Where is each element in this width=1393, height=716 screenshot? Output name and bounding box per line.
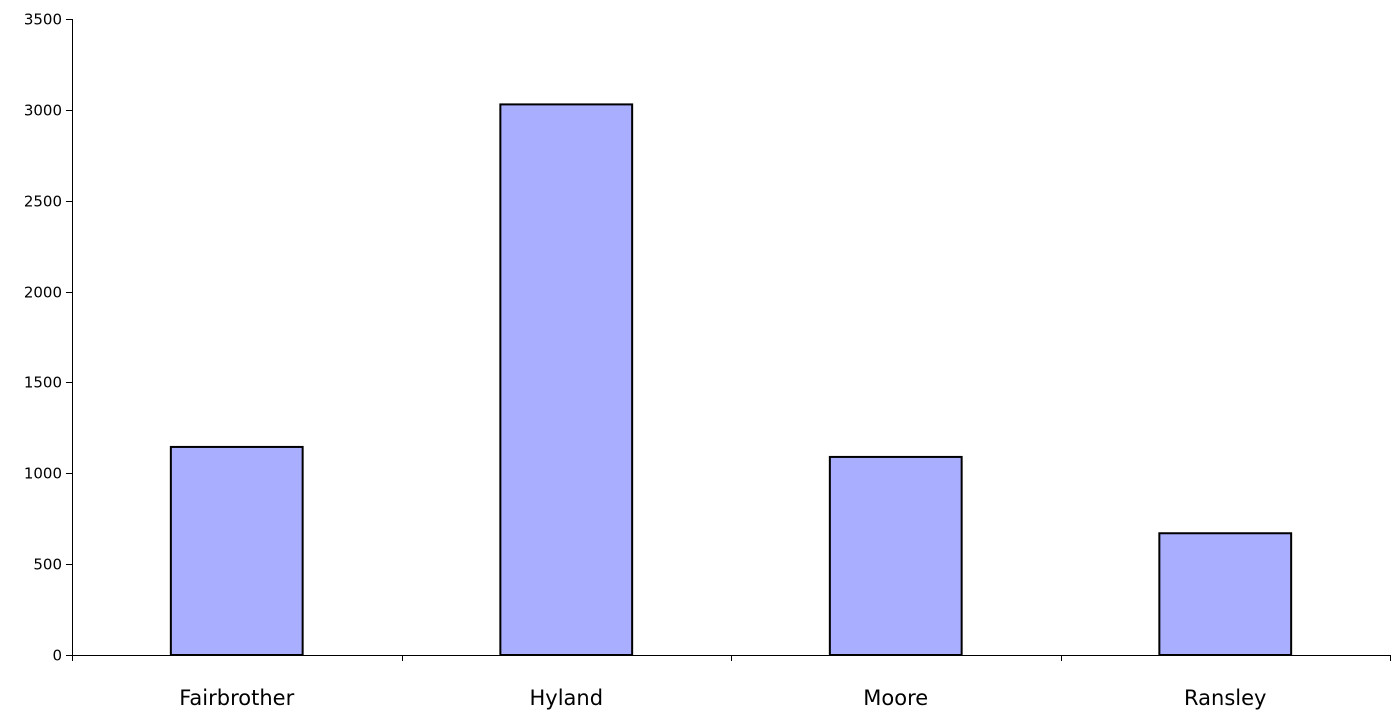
- bar-ransley: [1158, 532, 1293, 656]
- y-tick-label: 2500: [24, 193, 62, 211]
- y-tick-label: 0: [52, 647, 62, 665]
- x-tick-label: Hyland: [529, 686, 603, 710]
- y-tick-label: 1500: [24, 374, 62, 392]
- x-tick-label: Moore: [863, 686, 928, 710]
- y-tick-label: 1000: [24, 465, 62, 483]
- bars: [169, 103, 1293, 657]
- y-tick-label: 500: [33, 556, 62, 574]
- bar-hyland: [499, 103, 634, 657]
- x-tick-label: Ransley: [1184, 686, 1266, 710]
- y-tick-label: 3000: [24, 102, 62, 120]
- y-tick-label: 3500: [24, 11, 62, 29]
- y-tick-label: 2000: [24, 284, 62, 302]
- bar-fairbrother: [169, 445, 304, 656]
- bar-moore: [828, 455, 963, 656]
- x-axis: Fairbrother Hyland Moore Ransley: [72, 655, 1391, 710]
- y-axis: 0 500 1000 1500 2000 2500 3000 3500: [24, 11, 73, 665]
- x-tick-label: Fairbrother: [179, 686, 294, 710]
